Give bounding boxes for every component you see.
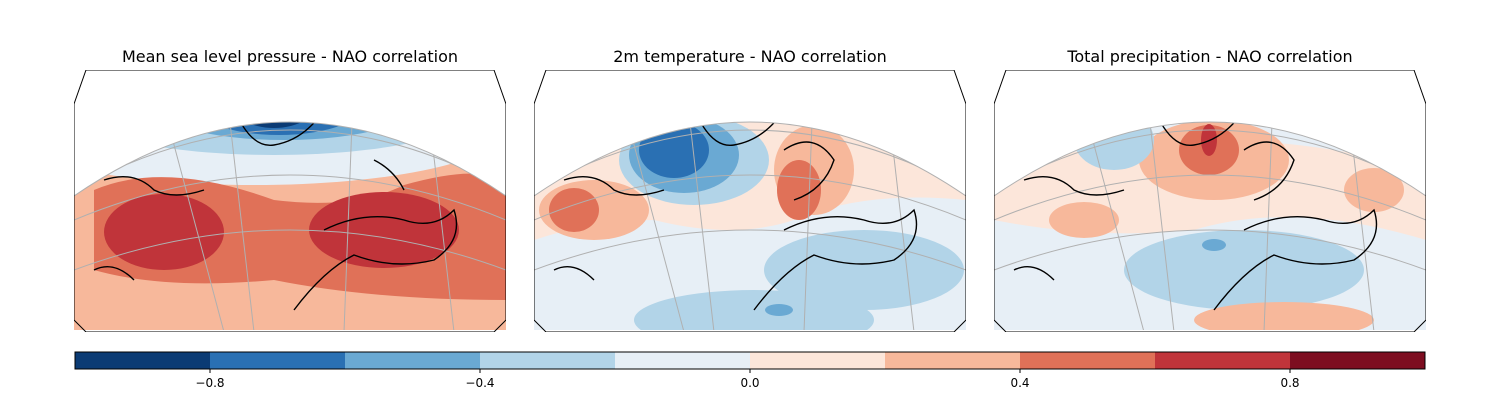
colorbar-tick-label: −0.8 bbox=[195, 376, 224, 390]
colorbar-ticks: −0.8 −0.4 0.0 0.4 0.8 bbox=[195, 369, 1300, 390]
colorbar-bin bbox=[210, 352, 345, 369]
colorbar-bin bbox=[1290, 352, 1425, 369]
colorbar-bins bbox=[75, 352, 1425, 369]
colorbar-bin bbox=[75, 352, 210, 369]
panel-title-tp: Total precipitation - NAO correlation bbox=[1067, 47, 1353, 66]
map-t2m bbox=[534, 70, 966, 332]
panel-title-t2m: 2m temperature - NAO correlation bbox=[613, 47, 887, 66]
colorbar-tick-label: 0.4 bbox=[1010, 376, 1029, 390]
map-mslp bbox=[74, 70, 506, 332]
colorbar-tick-label: −0.4 bbox=[465, 376, 494, 390]
panel-t2m: 2m temperature - NAO correlation bbox=[534, 42, 966, 332]
colorbar-bin bbox=[1020, 352, 1155, 369]
map-tp bbox=[994, 70, 1426, 332]
colorbar-tick-label: 0.8 bbox=[1280, 376, 1299, 390]
colorbar-bin bbox=[1155, 352, 1290, 369]
panel-title-mslp: Mean sea level pressure - NAO correlatio… bbox=[121, 47, 459, 66]
colorbar-tick-label: 0.0 bbox=[740, 376, 759, 390]
colorbar-bin bbox=[750, 352, 885, 369]
colorbar-bin bbox=[480, 352, 615, 369]
panel-tp: Total precipitation - NAO correlation bbox=[994, 42, 1426, 332]
colorbar-bin bbox=[885, 352, 1020, 369]
panel-mslp: Mean sea level pressure - NAO correlatio… bbox=[74, 42, 506, 332]
colorbar-bin bbox=[345, 352, 480, 369]
colorbar-bin bbox=[615, 352, 750, 369]
